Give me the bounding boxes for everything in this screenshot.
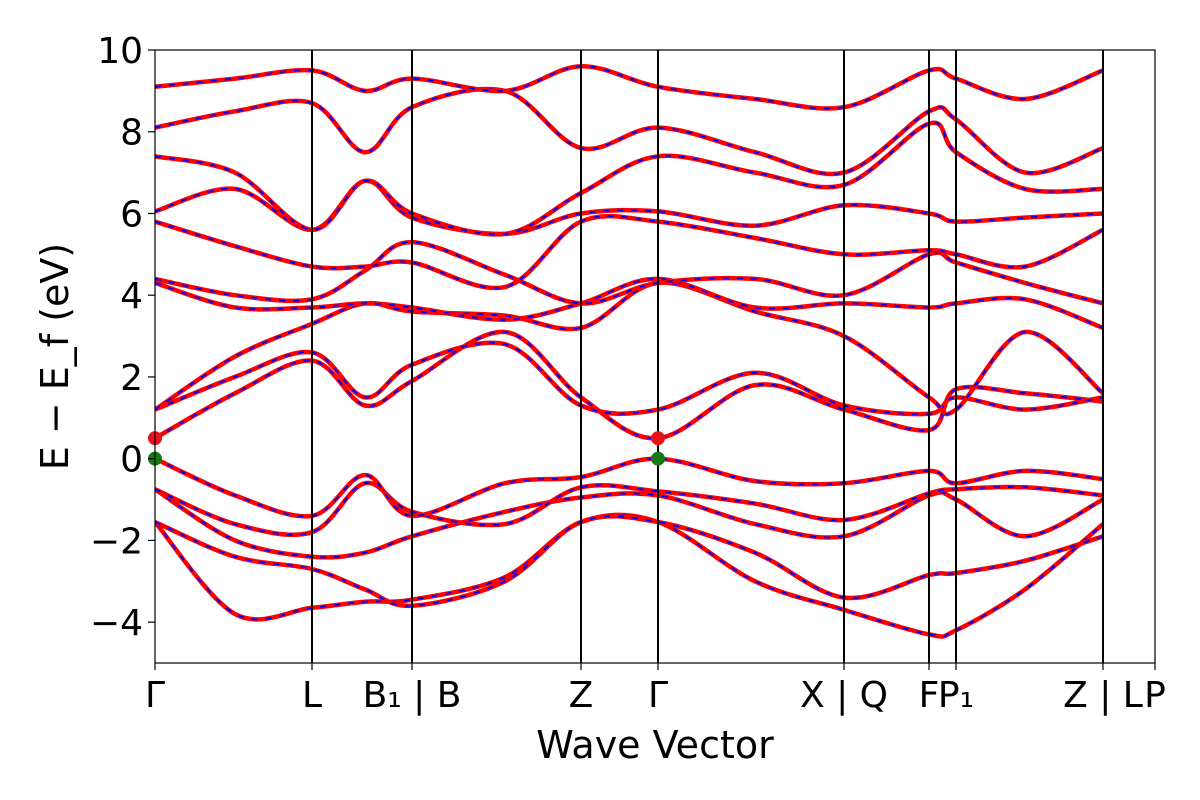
x-axis-label: Wave Vector [536, 723, 774, 767]
x-tick-label: P₁ [938, 675, 974, 716]
band-edge-markers [148, 431, 665, 466]
band-6-interp [155, 330, 1104, 440]
band-3-dft [155, 487, 1105, 560]
x-tick-label: B₁ | B [363, 675, 462, 716]
band-5-interp [155, 457, 1104, 518]
band-4-interp [155, 482, 1104, 536]
plot-frame [154, 49, 1156, 664]
x-tick-label: L [302, 675, 322, 716]
x-tick-label: Z [569, 675, 594, 716]
band-14-interp [155, 88, 1104, 175]
band-2-interp [155, 515, 1104, 607]
band-7-interp [155, 341, 1104, 416]
band-8-interp [155, 281, 1104, 416]
cbm-marker [651, 431, 665, 446]
band-9-interp [155, 277, 1104, 329]
band-2-dft [155, 513, 1104, 609]
y-tick-label: 4 [120, 276, 143, 317]
y-axis-label: E − E_f (eV) [33, 243, 77, 471]
band-6-dft [155, 329, 1104, 441]
x-tick-label: Z | L [1063, 675, 1143, 716]
band-10-interp [155, 241, 1104, 305]
x-tick-label: X | Q [800, 675, 888, 716]
x-tick-label: Γ [648, 675, 668, 716]
y-tick-label: 0 [120, 440, 143, 481]
x-tick-label: Γ [145, 675, 165, 716]
band-11-interp [155, 215, 1104, 290]
band-4-dft [155, 480, 1104, 537]
high-symmetry-lines [311, 50, 1104, 663]
y-tick-label: 10 [97, 31, 143, 72]
band-9-dft [155, 276, 1104, 331]
x-tick-label: F [919, 675, 940, 716]
y-tick-label: 6 [120, 194, 143, 235]
vbm-marker [651, 451, 665, 466]
y-tick-label: 8 [120, 113, 143, 154]
band-15-interp [155, 65, 1104, 110]
y-tick-label: −4 [90, 603, 143, 644]
y-tick-label: −2 [90, 521, 143, 562]
y-tick-label: 2 [120, 358, 143, 399]
x-tick-label: P [1144, 675, 1166, 716]
band-lines [155, 64, 1105, 639]
y-axis-ticks: −4 −2 0 2 4 6 8 10 [90, 31, 155, 644]
